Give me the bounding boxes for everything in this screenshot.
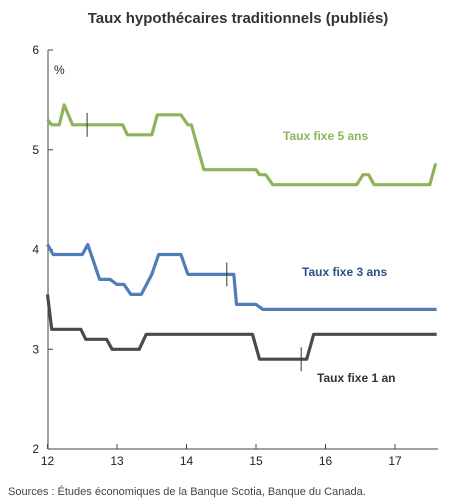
x-tick-label: 14 [180, 454, 194, 468]
y-tick-label: 6 [32, 43, 39, 57]
x-tick-label: 16 [319, 454, 333, 468]
y-tick-label: 4 [32, 243, 39, 257]
chart-title: Taux hypothécaires traditionnels (publié… [88, 10, 389, 27]
label-5-ans: Taux fixe 5 ans [283, 129, 368, 143]
y-tick-label: 2 [32, 442, 39, 456]
x-tick-label: 15 [249, 454, 263, 468]
x-tick-label: 13 [110, 454, 124, 468]
source-note: Sources : Études économiques de la Banqu… [8, 485, 366, 498]
plot-area [45, 103, 437, 372]
y-axis-unit: % [54, 63, 65, 77]
label-1-an: Taux fixe 1 an [317, 371, 395, 385]
series-line-2 [46, 242, 437, 311]
y-tick-label: 5 [32, 143, 39, 157]
x-tick-label: 17 [388, 454, 402, 468]
label-3-ans: Taux fixe 3 ans [302, 265, 387, 279]
series-line-1 [46, 103, 437, 187]
series-line-3 [45, 294, 437, 361]
x-tick-label: 12 [41, 454, 55, 468]
axes: 2 3 4 5 6 12 13 14 15 16 17 [32, 43, 438, 468]
y-tick-label: 3 [32, 342, 39, 356]
